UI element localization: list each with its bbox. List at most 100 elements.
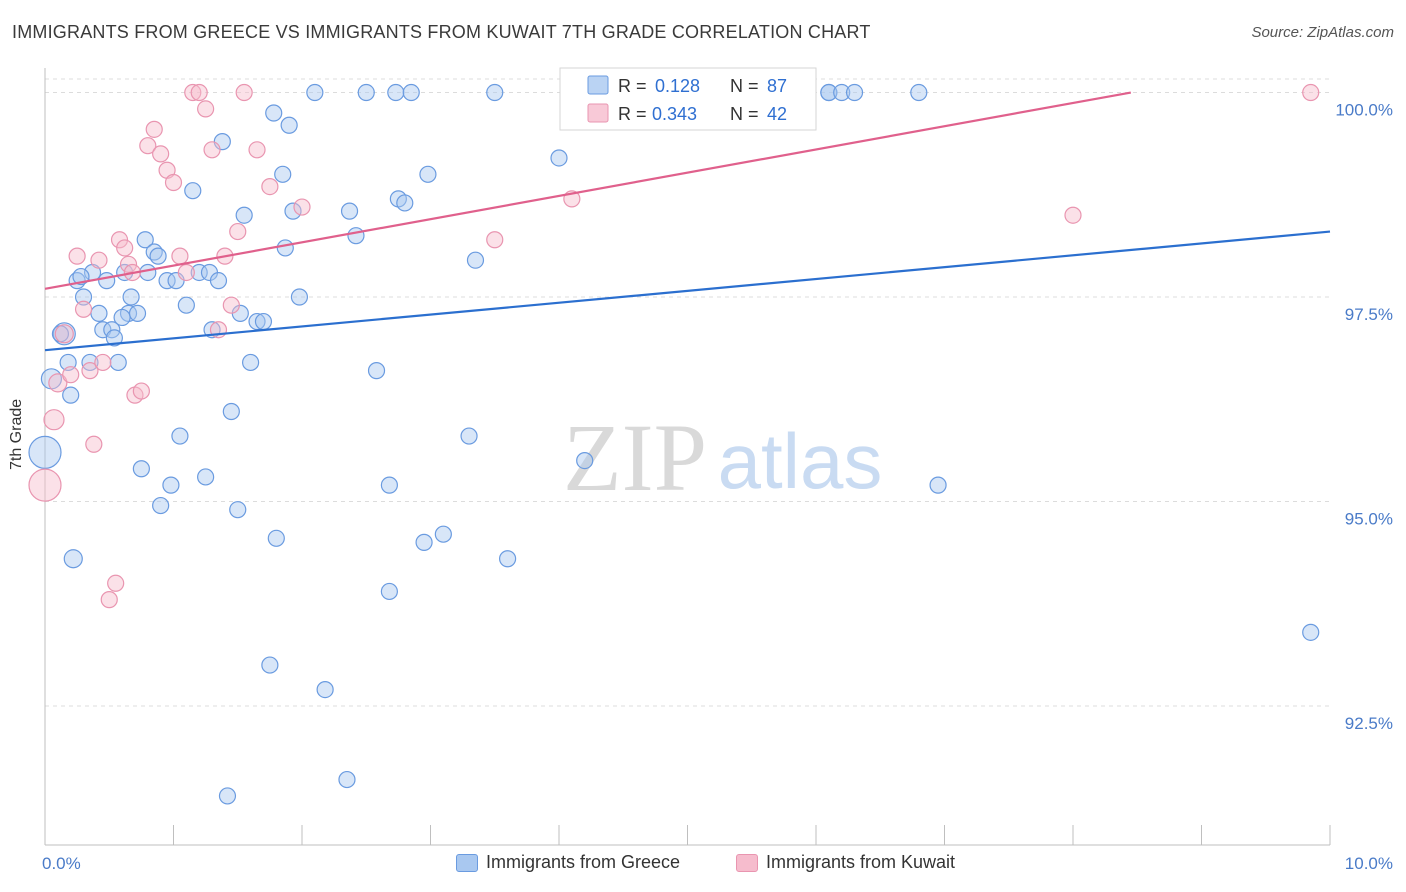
point-greece <box>267 529 285 547</box>
legend-r-label-kuwait: R = <box>618 104 647 124</box>
point-greece <box>290 288 309 306</box>
point-greece <box>158 272 176 290</box>
point-greece <box>235 206 253 224</box>
point-greece <box>113 308 131 327</box>
legend: R = 0.128 N = 87 R = 0.343 N = 42 <box>559 67 817 131</box>
legend-r-label-greece: R = <box>618 76 647 96</box>
point-greece <box>162 476 180 494</box>
source-label: Source: ZipAtlas.com <box>1251 24 1394 41</box>
axes <box>44 68 1331 846</box>
point-greece <box>94 321 112 339</box>
point-kuwait <box>222 296 240 314</box>
point-kuwait <box>139 137 157 155</box>
point-greece <box>1302 623 1320 641</box>
point-kuwait <box>43 409 65 431</box>
point-greece <box>90 304 108 322</box>
point-greece <box>242 353 260 372</box>
point-kuwait <box>171 247 189 265</box>
y-tick-label: 95.0% <box>1345 509 1393 528</box>
point-greece <box>209 272 228 290</box>
point-kuwait <box>85 435 103 453</box>
point-greece <box>177 296 195 314</box>
point-greece <box>149 247 167 265</box>
point-kuwait <box>229 222 247 241</box>
point-kuwait <box>190 83 208 102</box>
point-greece <box>347 227 365 245</box>
tick-labels: 100.0% 97.5% 95.0% 92.5% 0.0% 10.0% <box>42 101 1393 873</box>
point-greece <box>171 427 189 445</box>
point-greece <box>254 312 273 331</box>
legend-swatch-kuwait <box>587 103 609 123</box>
point-greece <box>136 231 154 249</box>
point-greece <box>576 451 594 470</box>
point-kuwait <box>48 373 68 393</box>
point-greece <box>109 353 127 372</box>
trend-lines <box>44 91 1331 352</box>
point-kuwait <box>28 468 62 502</box>
point-greece <box>306 83 324 102</box>
point-greece <box>833 83 851 102</box>
trend-line-greece <box>44 230 1331 352</box>
point-kuwait <box>90 251 108 269</box>
bottom-legend-swatch-kuwait <box>736 853 758 872</box>
legend-n-label-greece: N = <box>730 76 759 96</box>
point-kuwait <box>261 177 279 196</box>
point-greece <box>415 533 433 551</box>
point-greece <box>184 182 202 200</box>
point-kuwait <box>164 173 183 192</box>
point-kuwait <box>177 263 195 282</box>
point-greece <box>340 202 359 220</box>
point-kuwait <box>152 145 170 163</box>
point-kuwait <box>68 247 86 265</box>
point-greece <box>218 787 237 805</box>
point-greece <box>316 680 334 699</box>
point-greece <box>52 322 76 346</box>
point-kuwait <box>94 353 112 372</box>
point-greece <box>274 165 292 183</box>
watermark-atlas: atlas <box>718 417 883 505</box>
point-greece <box>419 165 437 183</box>
point-kuwait <box>81 362 99 380</box>
bottom-legend: Immigrants from Greece Immigrants from K… <box>0 852 1406 880</box>
legend-n-value-greece: 87 <box>767 76 787 96</box>
y-tick-label: 100.0% <box>1335 101 1393 120</box>
point-greece <box>499 550 517 568</box>
point-kuwait <box>54 324 74 344</box>
point-greece <box>128 304 147 322</box>
point-kuwait <box>1302 83 1320 102</box>
point-greece <box>845 83 864 102</box>
bottom-legend-label-greece: Immigrants from Greece <box>486 852 681 872</box>
point-greece <box>910 83 928 102</box>
point-kuwait <box>100 591 118 609</box>
point-kuwait <box>116 239 134 257</box>
point-greece <box>276 239 294 257</box>
point-greece <box>222 402 240 421</box>
x-tick-label: 0.0% <box>42 854 81 873</box>
y-tick-label: 92.5% <box>1345 714 1393 733</box>
point-kuwait <box>110 231 129 249</box>
legend-r-value-kuwait: 0.343 <box>652 104 697 124</box>
point-greece <box>434 525 452 543</box>
bottom-legend-swatch-greece <box>456 853 478 872</box>
point-greece <box>380 582 398 601</box>
data-points <box>28 83 1320 805</box>
point-greece <box>28 435 62 470</box>
point-greece <box>280 116 298 134</box>
point-greece <box>367 362 386 380</box>
point-greece <box>261 656 279 674</box>
point-kuwait <box>184 83 202 102</box>
bottom-legend-kuwait: Immigrants from Kuwait <box>736 852 955 873</box>
point-kuwait <box>486 231 504 249</box>
point-kuwait <box>197 100 215 118</box>
point-kuwait <box>132 382 150 400</box>
x-tick-label: 10.0% <box>1345 854 1393 873</box>
point-kuwait <box>74 300 93 318</box>
point-kuwait <box>62 366 80 384</box>
point-greece <box>62 386 80 404</box>
point-greece <box>229 501 247 519</box>
bottom-legend-label-kuwait: Immigrants from Kuwait <box>766 852 956 872</box>
legend-n-label-kuwait: N = <box>730 104 759 124</box>
point-greece <box>387 83 405 102</box>
point-kuwait <box>235 83 253 102</box>
